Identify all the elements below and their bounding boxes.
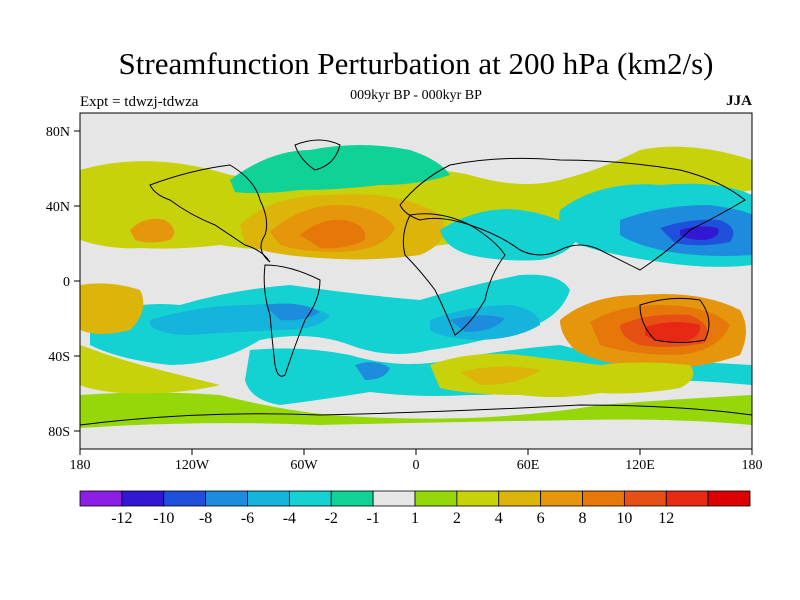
colorbar-swatch xyxy=(372,490,416,507)
colorbar-labels: -12 -10 -8 -6 -4 -2 -1 1 2 4 6 8 10 12 xyxy=(111,510,674,527)
contour-antarctic-neutral xyxy=(80,419,752,449)
colorbar-label: -1 xyxy=(366,510,379,527)
colorbar-label: 1 xyxy=(411,510,419,527)
coastline-antarctica xyxy=(79,404,753,426)
colorbar xyxy=(79,490,751,507)
contour-south-atlantic-positive-2 xyxy=(460,366,540,385)
lat-label: 80N xyxy=(46,125,70,140)
colorbar-swatch xyxy=(582,490,625,507)
contour-pacific-east-positive xyxy=(80,283,144,334)
colorbar-label: -10 xyxy=(153,510,174,527)
coastline-greenland xyxy=(294,139,341,171)
colorbar-swatch xyxy=(414,490,458,507)
axis-ticks xyxy=(74,130,753,455)
colorbar-label: -6 xyxy=(241,510,254,527)
lat-label: 0 xyxy=(63,275,70,290)
colorbar-swatch xyxy=(707,490,751,507)
contour-australia-high-4 xyxy=(645,321,701,343)
lat-label: 40S xyxy=(48,350,70,365)
colorbar-swatch xyxy=(456,490,500,507)
coastline-north-america xyxy=(149,164,271,263)
colorbar-swatch xyxy=(623,490,667,507)
colorbar-label: 10 xyxy=(616,510,632,527)
colorbar-label: -2 xyxy=(325,510,338,527)
coastline-south-america xyxy=(263,264,321,377)
colorbar-label: 6 xyxy=(537,510,545,527)
contour-south-midlat-negative-2 xyxy=(355,362,390,380)
contour-arctic-negative xyxy=(230,145,450,194)
colorbar-swatch xyxy=(163,490,207,507)
colorbar-label: 2 xyxy=(453,510,461,527)
colorbar-swatch xyxy=(540,490,583,507)
experiment-label: Expt = tdwzj-tdwza xyxy=(80,94,199,110)
colorbar-swatch xyxy=(205,490,248,507)
lon-label: 120W xyxy=(175,458,210,473)
contour-south-atlantic-positive xyxy=(430,353,694,398)
colorbar-label: 8 xyxy=(579,510,587,527)
contour-atlantic-high-3 xyxy=(300,219,366,249)
contour-indian-negative xyxy=(440,209,580,261)
plot-title: Streamfunction Perturbation at 200 hPa (… xyxy=(118,46,714,81)
colorbar-label: -8 xyxy=(199,510,212,527)
colorbar-swatch xyxy=(498,490,542,507)
lon-label: 180 xyxy=(70,458,91,473)
lon-label: 60W xyxy=(290,458,318,473)
contour-south-tropics-negative-4 xyxy=(265,303,320,321)
colorbar-label: -4 xyxy=(283,510,296,527)
lon-label: 120E xyxy=(625,458,655,473)
coastline-australia xyxy=(639,297,710,343)
lon-label: 60E xyxy=(517,458,540,473)
colorbar-label: 4 xyxy=(495,510,503,527)
colorbar-swatch xyxy=(247,490,290,507)
contour-pacific-west-high xyxy=(130,218,174,243)
coastline-eurasia xyxy=(399,157,746,271)
lon-labels: 180 120W 60W 0 60E 120E 180 xyxy=(70,458,763,473)
lat-labels: 80N 40N 0 40S 80S xyxy=(46,125,70,440)
lon-label: 180 xyxy=(742,458,763,473)
plot-subtitle: 009kyr BP - 000kyr BP xyxy=(350,88,482,103)
contour-pacific-south-positive xyxy=(80,345,220,394)
colorbar-swatch xyxy=(330,490,374,507)
colorbar-swatch xyxy=(79,490,123,507)
contour-south-tropics-negative-1 xyxy=(90,274,570,365)
season-label: JJA xyxy=(726,93,752,109)
lat-label: 40N xyxy=(46,200,70,215)
lat-label: 80S xyxy=(48,425,70,440)
contour-fields xyxy=(80,145,752,449)
colorbar-label: 12 xyxy=(658,510,674,527)
colorbar-swatch xyxy=(121,490,165,507)
coastlines xyxy=(79,139,753,426)
coastline-africa xyxy=(402,213,506,336)
lon-label: 0 xyxy=(413,458,420,473)
colorbar-label: -12 xyxy=(111,510,132,527)
colorbar-swatch xyxy=(288,490,332,507)
colorbar-swatch xyxy=(665,490,709,507)
